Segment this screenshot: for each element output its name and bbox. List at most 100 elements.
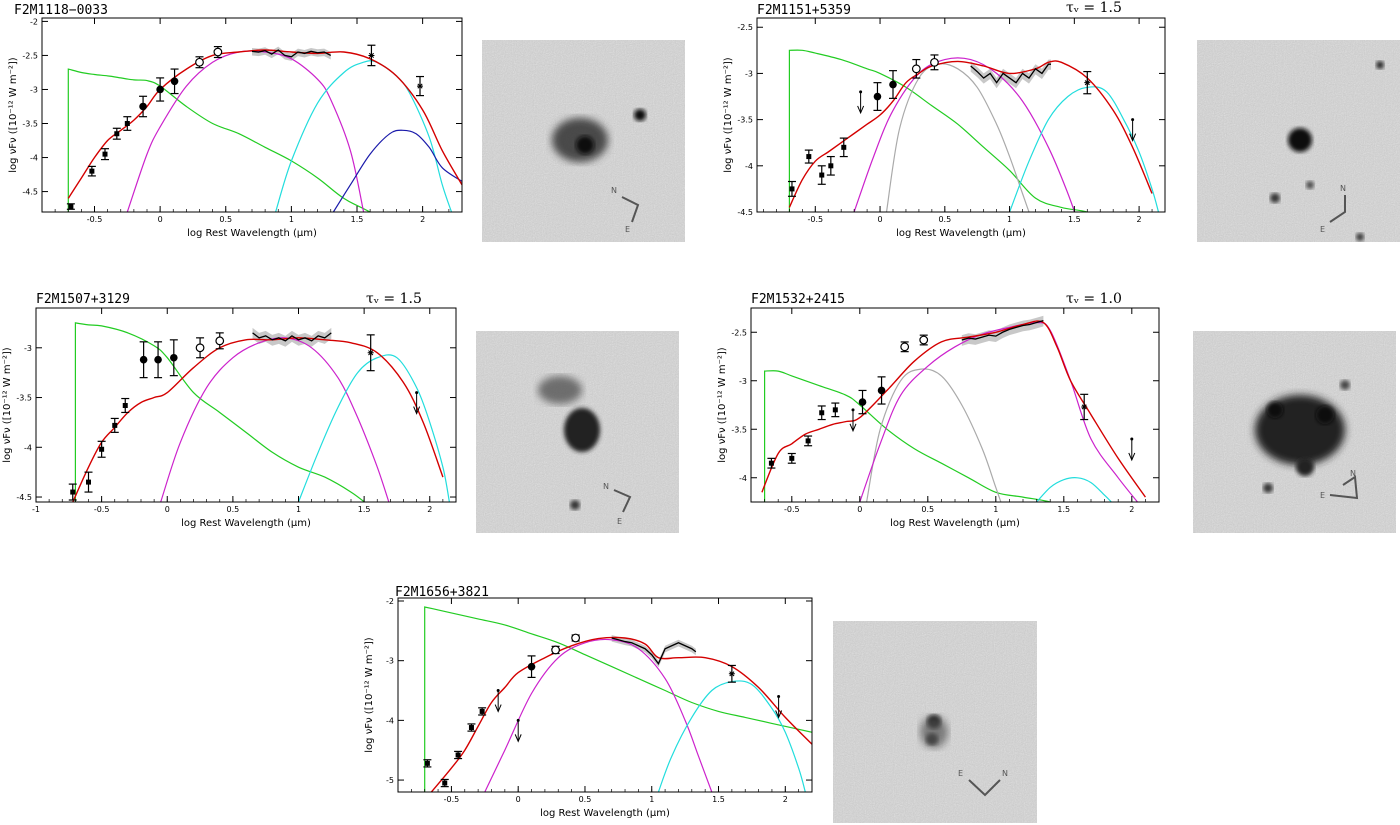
y-axis-label: log νFν ([10⁻¹² W m⁻²]): [364, 637, 375, 753]
data-point-open: [930, 57, 939, 67]
data-point-filled: [139, 102, 147, 111]
data-point-square: [789, 455, 795, 461]
panel-f2m1507: F2M1507+3129 τᵥ = 1.5 -1 -0.5 0 0.5 1 1.5 2-3-…: [2, 291, 679, 533]
x-tick-label: 1: [296, 505, 301, 514]
spectrum-error-band: [252, 327, 332, 347]
compass-e-label: E: [617, 517, 622, 526]
data-point-square: [122, 402, 128, 408]
y-tick-label: -3: [24, 344, 32, 353]
x-tick-label: -0.5: [94, 505, 110, 514]
x-tick-label: 0.5: [579, 795, 592, 804]
sed-plot: -1 -0.5 0 0.5 1 1.5 2 -3 -3.5 -4 -4.5 log Rest Wave…: [2, 307, 457, 529]
sed-plot: -0.5 0 0.5 1 1.5 2 -2.5 -3 -3.5 -4 -4.5 log Rest Wa…: [723, 17, 1166, 239]
data-point-star: [1081, 403, 1088, 410]
data-point-square: [832, 407, 838, 413]
x-tick-label: 1.5: [358, 505, 371, 514]
series-cold-dust-line: [297, 354, 450, 502]
x-tick-label: -0.5: [807, 215, 823, 224]
x-tick-label: 1: [993, 505, 998, 514]
y-tick-label: -3: [386, 657, 394, 666]
series-cold-dust-line: [1036, 477, 1112, 502]
data-point-filled: [156, 85, 164, 94]
data-point-square: [86, 479, 91, 485]
y-tick-label: -5: [386, 776, 394, 785]
panel-f2m1151: F2M1151+5359 τᵥ = 1.5 -0.5 0 0.5 1 1.5 2-2.5-…: [723, 0, 1400, 242]
plot-area: [424, 606, 812, 792]
series-total-model-line: [430, 636, 812, 792]
y-axis-label: log νFν ([10⁻¹² W m⁻²]): [723, 57, 734, 173]
series-stellar-line: [764, 370, 1053, 502]
y-axis-label: log νFν ([10⁻¹² W m⁻²]): [8, 57, 19, 173]
compass-e-label: E: [625, 225, 630, 234]
plot-area: [72, 322, 450, 502]
series-warm-dust-line: [484, 638, 713, 792]
data-point-open: [195, 343, 205, 353]
x-tick-label: 2: [1129, 505, 1134, 514]
panel-title: F2M1656+3821: [395, 585, 489, 600]
galaxy-image: N E: [476, 331, 679, 533]
x-tick-label: 2: [420, 215, 425, 224]
plot-area: [761, 315, 1146, 502]
data-point-square: [424, 760, 430, 766]
x-tick-label: 1: [1007, 215, 1012, 224]
y-axis-label: log νFν ([10⁻¹² W m⁻²]): [2, 347, 13, 463]
upper-limit-arrow: [413, 406, 421, 415]
y-tick-label: -3.5: [737, 116, 753, 125]
x-axis-label: log Rest Wavelength (μm): [540, 808, 670, 819]
series-stellar-line: [74, 322, 366, 502]
series-stellar-line: [67, 68, 372, 212]
spectrum-line: [251, 49, 332, 58]
y-tick-label: -3.5: [731, 425, 747, 434]
plot-area: [788, 49, 1160, 212]
series-total-model-line: [761, 320, 1146, 498]
data-point-open: [571, 633, 581, 643]
data-point-star: [728, 670, 735, 677]
x-tick-label: -0.5: [444, 795, 460, 804]
data-point-open: [919, 335, 929, 345]
data-point-open: [551, 645, 560, 655]
upper-limit-arrow: [494, 704, 502, 713]
data-point-square: [819, 410, 825, 416]
series-cold-dust-line: [275, 60, 453, 212]
data-point-filled: [527, 662, 536, 671]
plot-frame: [750, 307, 1160, 503]
data-point-star: [417, 83, 423, 90]
upper-limit-arrow: [1128, 452, 1136, 462]
series-total-model-line: [72, 337, 444, 502]
data-point-square: [442, 780, 448, 786]
data-point-star: [1084, 79, 1091, 86]
galaxy-image: N E: [1193, 331, 1396, 533]
y-tick-label: -2: [386, 597, 394, 606]
y-tick-label: -4.5: [16, 493, 32, 502]
x-tick-label: 2: [427, 505, 432, 514]
data-point-open: [213, 47, 223, 57]
upper-limit-arrow: [514, 734, 522, 743]
compass-e-label: E: [1320, 225, 1325, 234]
data-point-open: [900, 342, 910, 352]
x-tick-label: 0: [516, 795, 521, 804]
data-point-square: [841, 144, 847, 150]
spectrum-line: [970, 63, 1052, 84]
series-cold-dust-line: [657, 680, 806, 792]
sed-plot: -0.5 0 0.5 1 1.5 2 -2.5 -3 -3.5 -4 log Rest Wavele…: [717, 307, 1160, 529]
series-hot-dust-line: [885, 63, 1030, 212]
data-point-square: [789, 186, 795, 192]
y-tick-label: -3.5: [22, 120, 38, 129]
panel-f2m1656: F2M1656+3821 -0.5 0 0.5 1 1.5 2 -2 -3 -4 -5 log Re…: [364, 585, 1037, 823]
x-tick-label: 1.5: [712, 795, 725, 804]
x-tick-label: 1.5: [351, 215, 364, 224]
galaxy-image: N E: [482, 40, 685, 242]
y-tick-label: -4: [386, 716, 394, 725]
y-tick-label: -3: [30, 85, 38, 94]
data-point-square: [114, 131, 120, 137]
series-warm-dust-line: [160, 337, 390, 502]
data-point-square: [819, 172, 825, 178]
series-warm-dust-line: [859, 321, 1139, 502]
data-point-square: [768, 460, 774, 466]
y-tick-label: -4: [24, 443, 32, 452]
x-tick-label: 0: [165, 505, 170, 514]
tau-label: τᵥ = 1.5: [366, 291, 422, 307]
data-point-square: [112, 422, 118, 428]
y-tick-label: -3: [745, 69, 753, 78]
series-warm-dust-line: [126, 50, 365, 212]
